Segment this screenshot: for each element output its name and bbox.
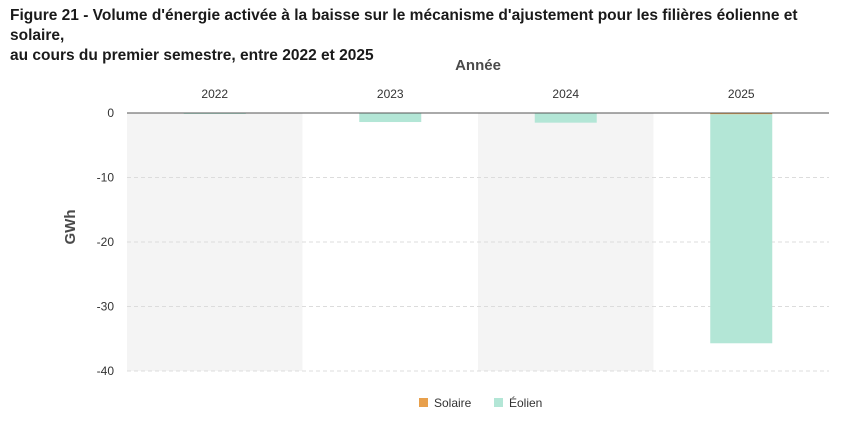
x-tick-label: 2024 — [552, 87, 579, 101]
x-tick-label: 2022 — [201, 87, 228, 101]
y-tick-label: -40 — [97, 364, 115, 378]
bar-solaire-2025[interactable] — [710, 113, 773, 115]
x-tick-label: 2023 — [377, 87, 404, 101]
legend-label-solaire[interactable]: Solaire — [434, 396, 472, 410]
y-tick-label: -10 — [97, 171, 115, 185]
y-tick-label: -20 — [97, 235, 115, 249]
axis-labels: 0 -10 -20 -30 -40 2022 2023 2024 2025 Année GWh — [62, 57, 755, 378]
legend-label-éolien[interactable]: Éolien — [509, 395, 542, 410]
chart-title: Figure 21 - Volume d'énergie activée à l… — [10, 6, 840, 66]
legend-swatch-éolien — [494, 398, 503, 407]
chart-title-line-1: Figure 21 - Volume d'énergie activée à l… — [10, 7, 798, 44]
x-tick-label: 2025 — [728, 87, 755, 101]
bar-éolien-2023[interactable] — [359, 113, 422, 123]
legend: Solaire Éolien — [419, 395, 542, 410]
bar-éolien-2024[interactable] — [534, 113, 597, 123]
chart-title-line-2: au cours du premier semestre, entre 2022… — [10, 47, 374, 64]
y-axis-title: GWh — [62, 210, 79, 245]
y-tick-label: -30 — [97, 300, 115, 314]
legend-swatch-solaire — [419, 398, 428, 407]
bar-éolien-2025[interactable] — [710, 114, 773, 344]
x-axis-title: Année — [455, 57, 501, 74]
y-tick-label: 0 — [107, 106, 114, 120]
